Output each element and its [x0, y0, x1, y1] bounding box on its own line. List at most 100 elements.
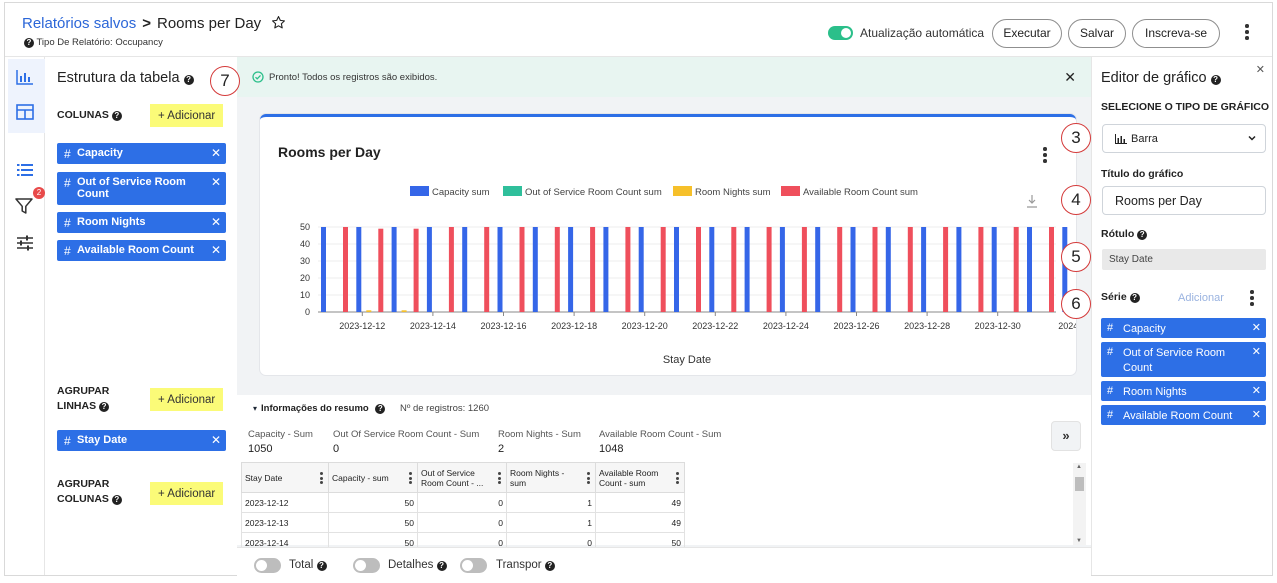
total-toggle[interactable] [254, 558, 281, 573]
series-chip-capacity[interactable]: # Capacity ✕ [1101, 318, 1266, 338]
chart-type-label: SELECIONE O TIPO DE GRÁFICO [1101, 101, 1270, 113]
add-column-button[interactable]: + Adicionar [150, 104, 224, 127]
filter-icon[interactable] [15, 197, 33, 215]
column-header[interactable]: Available Room Count - sum [595, 462, 685, 493]
metric-room-nights: Room Nights - Sum 2 [498, 429, 581, 455]
more-options-icon[interactable] [1245, 24, 1249, 42]
scrollbar-thumb[interactable] [1075, 477, 1084, 491]
bar [343, 227, 348, 312]
table-view-icon[interactable] [16, 104, 34, 120]
column-menu-icon[interactable] [587, 472, 590, 486]
summary-toggle-label[interactable]: Informações do resumo [261, 403, 369, 414]
expand-icon[interactable]: » [1051, 421, 1081, 451]
column-header[interactable]: Room Nights - sum [506, 462, 596, 493]
scroll-up-icon[interactable]: ▲ [1076, 464, 1082, 470]
chart-menu-icon[interactable] [1043, 147, 1047, 165]
table-scrollbar[interactable]: ▲ ▼ [1073, 463, 1086, 545]
scroll-down-icon[interactable]: ▼ [1076, 538, 1082, 544]
chart-type-select[interactable]: Barra [1102, 124, 1266, 153]
column-header[interactable]: Stay Date [241, 462, 329, 493]
help-icon[interactable]: ? [111, 111, 122, 121]
column-menu-icon[interactable] [320, 472, 323, 486]
column-chip-room-nights[interactable]: # Room Nights ✕ [57, 212, 226, 233]
details-toggle[interactable] [353, 558, 380, 573]
transpose-toggle[interactable] [460, 558, 487, 573]
remove-icon[interactable]: ✕ [1251, 322, 1261, 334]
check-circle-icon [252, 71, 264, 83]
bar [401, 310, 407, 312]
help-icon[interactable]: ? [1129, 293, 1140, 303]
series-chip-room-nights[interactable]: # Room Nights ✕ [1101, 381, 1266, 401]
chart-title-input[interactable] [1102, 186, 1266, 215]
help-icon[interactable]: ? [436, 561, 447, 571]
remove-icon[interactable]: ✕ [1251, 346, 1261, 358]
table-row: 2023-12-13 50 0 1 49 [241, 512, 685, 533]
bar [1027, 227, 1032, 312]
chip-label: Capacity [1123, 323, 1166, 335]
help-icon[interactable]: ? [111, 495, 122, 505]
column-menu-icon[interactable] [498, 472, 501, 486]
add-group-row-button[interactable]: + Adicionar [150, 388, 224, 411]
remove-icon[interactable]: ✕ [210, 243, 221, 257]
help-icon[interactable]: ? [544, 561, 555, 571]
bar [766, 227, 772, 312]
group-row-chip-stay-date[interactable]: # Stay Date ✕ [57, 430, 226, 451]
favorite-star-icon[interactable] [271, 15, 286, 30]
column-chip-available-room-count[interactable]: # Available Room Count ✕ [57, 240, 226, 261]
column-menu-icon[interactable] [676, 472, 679, 486]
remove-icon[interactable]: ✕ [1251, 385, 1261, 397]
hash-icon: # [64, 147, 71, 161]
breadcrumb-saved-reports-link[interactable]: Relatórios salvos [22, 15, 137, 32]
bar [850, 227, 856, 312]
subscribe-button[interactable]: Inscreva-se [1132, 19, 1220, 48]
close-editor-icon[interactable]: ✕ [1255, 64, 1265, 76]
column-menu-icon[interactable] [409, 472, 412, 486]
series-menu-icon[interactable] [1250, 290, 1254, 308]
close-notice-icon[interactable]: ✕ [1064, 69, 1076, 85]
help-icon[interactable]: ? [99, 402, 110, 412]
save-button[interactable]: Salvar [1068, 19, 1126, 48]
column-header-label: Stay Date [245, 472, 283, 483]
column-chip-out-of-service[interactable]: # Out of Service Room Count ✕ [57, 172, 226, 205]
collapse-chevron-icon[interactable]: ▾ [253, 404, 258, 413]
bar [744, 227, 750, 312]
help-icon[interactable]: ? [375, 404, 386, 414]
download-icon[interactable] [1027, 195, 1037, 208]
run-button[interactable]: Executar [992, 19, 1062, 48]
list-columns-icon[interactable] [16, 162, 34, 178]
bar [462, 227, 468, 312]
help-icon[interactable]: ? [1137, 230, 1148, 240]
settings-sliders-icon[interactable] [16, 235, 34, 251]
cell: 49 [595, 512, 685, 533]
success-notice: Pronto! Todos os registros são exibidos.… [237, 57, 1091, 97]
remove-icon[interactable]: ✕ [1251, 409, 1261, 421]
help-icon[interactable]: ? [316, 561, 327, 571]
annotation-callout: 4 [1061, 185, 1091, 215]
column-header[interactable]: Out of Service Room Count - ... [417, 462, 507, 493]
bar [413, 228, 419, 312]
remove-icon[interactable]: ✕ [210, 146, 221, 160]
chip-label: Room Nights [77, 216, 146, 228]
editor-title: Editor de gráfico ? [1101, 70, 1221, 86]
total-label-text: Total [289, 559, 314, 571]
remove-icon[interactable]: ✕ [210, 433, 221, 447]
bar [956, 227, 962, 312]
help-icon[interactable]: ? [183, 75, 194, 85]
remove-icon[interactable]: ✕ [210, 175, 221, 189]
column-chip-capacity[interactable]: # Capacity ✕ [57, 143, 226, 164]
chart-view-icon[interactable] [16, 69, 34, 85]
bar [921, 227, 927, 312]
add-group-column-button[interactable]: + Adicionar [150, 482, 224, 505]
rotulo-label-text: Rótulo [1101, 228, 1135, 240]
column-header-label: Out of Service Room Count - ... [421, 467, 484, 488]
auto-update-toggle[interactable] [828, 26, 853, 40]
bar [991, 227, 997, 312]
hash-icon: # [64, 216, 71, 230]
help-icon[interactable]: ? [1210, 75, 1221, 85]
column-header[interactable]: Capacity - sum [328, 462, 418, 493]
series-chip-available-room-count[interactable]: # Available Room Count ✕ [1101, 405, 1266, 425]
series-label: Série ? [1101, 291, 1140, 303]
add-series-link[interactable]: Adicionar [1178, 292, 1224, 304]
remove-icon[interactable]: ✕ [210, 215, 221, 229]
series-chip-out-of-service[interactable]: # Out of Service Room Count ✕ [1101, 342, 1266, 377]
